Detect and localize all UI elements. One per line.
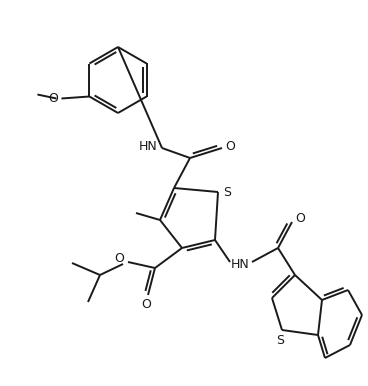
Text: HN: HN — [139, 139, 158, 152]
Text: O: O — [295, 212, 305, 225]
Text: HN: HN — [231, 257, 250, 271]
Text: O: O — [114, 252, 124, 264]
Text: O: O — [49, 92, 59, 105]
Text: O: O — [225, 139, 235, 152]
Text: O: O — [141, 298, 151, 312]
Text: S: S — [223, 186, 231, 200]
Text: S: S — [276, 334, 284, 347]
